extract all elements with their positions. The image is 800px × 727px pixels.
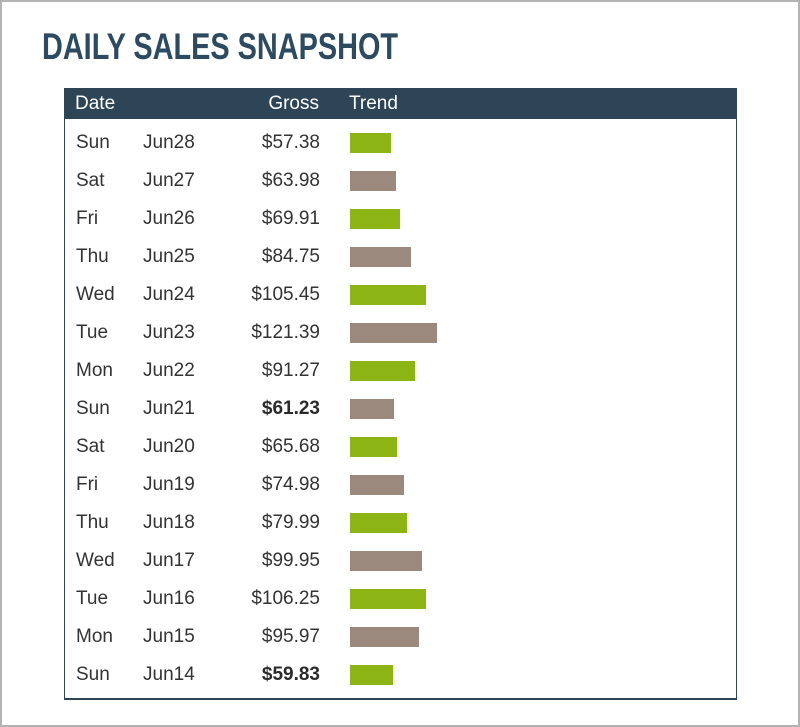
trend-bar	[350, 285, 426, 305]
day-cell: Sat	[76, 170, 105, 191]
gross-cell: $57.38	[261, 132, 320, 153]
day-cell: Wed	[76, 284, 115, 305]
day-cell: Thu	[76, 246, 109, 267]
trend-bar-cell	[350, 513, 736, 533]
date-cell: Jun28	[143, 132, 195, 153]
day-cell: Fri	[76, 474, 99, 495]
date-cell: Jun18	[143, 512, 195, 533]
trend-bar-cell	[350, 627, 736, 647]
table-row: Sat Jun20 $65.68	[65, 428, 736, 466]
trend-bar	[350, 475, 404, 495]
gross-cell: $63.98	[261, 170, 320, 191]
table-header-row: Date Gross Trend	[64, 88, 737, 119]
trend-bar-cell	[350, 589, 736, 609]
trend-bar	[350, 437, 397, 457]
trend-bar	[350, 323, 437, 343]
trend-bar-cell	[350, 209, 736, 229]
day-cell: Thu	[76, 512, 109, 533]
trend-bar-cell	[350, 665, 736, 685]
table-row: Tue Jun16 $106.25	[65, 580, 736, 618]
gross-cell: $74.98	[261, 474, 320, 495]
day-cell: Sun	[76, 132, 110, 153]
trend-bar-cell	[350, 551, 736, 571]
day-cell: Sat	[76, 436, 105, 457]
date-cell: Jun24	[143, 284, 195, 305]
trend-bar-cell	[350, 323, 736, 343]
trend-bar	[350, 361, 415, 381]
daily-sales-table: Date Gross Trend Sun Jun28 $57.38 Sat Ju…	[64, 88, 737, 700]
table-row: Sun Jun14 $59.83	[65, 656, 736, 694]
trend-bar-cell	[350, 361, 736, 381]
trend-bar-cell	[350, 247, 736, 267]
day-cell: Fri	[76, 208, 99, 229]
table-row: Wed Jun24 $105.45	[65, 276, 736, 314]
day-cell: Mon	[76, 360, 113, 381]
date-cell: Jun17	[143, 550, 195, 571]
date-cell: Jun25	[143, 246, 195, 267]
gross-cell: $84.75	[261, 246, 320, 267]
table-row: Tue Jun23 $121.39	[65, 314, 736, 352]
gross-cell: $99.95	[261, 550, 320, 571]
date-cell: Jun16	[143, 588, 195, 609]
table-row: Sun Jun28 $57.38	[65, 124, 736, 162]
trend-bar	[350, 551, 422, 571]
trend-bar-cell	[350, 171, 736, 191]
table-row: Sat Jun27 $63.98	[65, 162, 736, 200]
day-cell: Sun	[76, 398, 110, 419]
table-row: Mon Jun15 $95.97	[65, 618, 736, 656]
gross-cell: $106.25	[251, 588, 320, 609]
trend-bar	[350, 513, 407, 533]
table-row: Fri Jun19 $74.98	[65, 466, 736, 504]
date-cell: Jun27	[143, 170, 195, 191]
table-row: Mon Jun22 $91.27	[65, 352, 736, 390]
trend-bar	[350, 133, 391, 153]
table-row: Thu Jun18 $79.99	[65, 504, 736, 542]
day-cell: Wed	[76, 550, 115, 571]
trend-bar	[350, 247, 411, 267]
table-row: Wed Jun17 $99.95	[65, 542, 736, 580]
day-cell: Tue	[76, 588, 109, 609]
trend-bar	[350, 627, 419, 647]
date-cell: Jun22	[143, 360, 195, 381]
gross-cell: $79.99	[261, 512, 320, 533]
gross-cell: $91.27	[261, 360, 320, 381]
table-row: Sun Jun21 $61.23	[65, 390, 736, 428]
day-cell: Tue	[76, 322, 109, 343]
header-gross: Gross	[268, 92, 319, 114]
date-cell: Jun21	[143, 398, 195, 419]
trend-bar-cell	[350, 437, 736, 457]
table-body: Sun Jun28 $57.38 Sat Jun27 $63.98 Fri Ju…	[64, 119, 737, 700]
date-cell: Jun26	[143, 208, 195, 229]
trend-bar	[350, 399, 394, 419]
trend-bar	[350, 209, 400, 229]
date-cell: Jun14	[143, 664, 195, 685]
gross-cell: $59.83	[261, 664, 320, 685]
gross-cell: $61.23	[261, 398, 320, 419]
gross-cell: $95.97	[261, 626, 320, 647]
trend-bar	[350, 589, 426, 609]
trend-bar-cell	[350, 133, 736, 153]
gross-cell: $121.39	[251, 322, 320, 343]
gross-cell: $69.91	[261, 208, 320, 229]
trend-bar	[350, 171, 396, 191]
page-title: DAILY SALES SNAPSHOT	[42, 26, 399, 67]
table-row: Thu Jun25 $84.75	[65, 238, 736, 276]
date-cell: Jun19	[143, 474, 195, 495]
trend-bar-cell	[350, 285, 736, 305]
day-cell: Sun	[76, 664, 110, 685]
date-cell: Jun15	[143, 626, 195, 647]
date-cell: Jun20	[143, 436, 195, 457]
trend-bar-cell	[350, 475, 736, 495]
gross-cell: $65.68	[261, 436, 320, 457]
date-cell: Jun23	[143, 322, 195, 343]
gross-cell: $105.45	[251, 284, 320, 305]
trend-bar	[350, 665, 393, 685]
day-cell: Mon	[76, 626, 113, 647]
trend-bar-cell	[350, 399, 736, 419]
header-date: Date	[75, 92, 116, 114]
header-trend: Trend	[349, 92, 398, 114]
table-row: Fri Jun26 $69.91	[65, 200, 736, 238]
